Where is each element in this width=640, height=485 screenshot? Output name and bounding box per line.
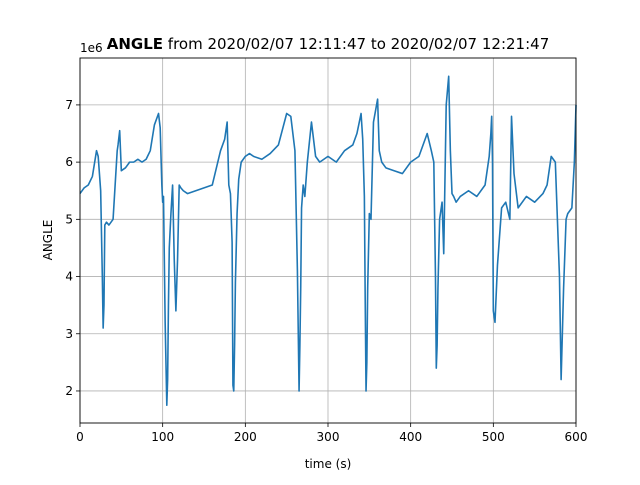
y-tick-label: 4 <box>65 270 73 284</box>
y-axis-label: ANGLE <box>41 220 55 261</box>
y-tick-label: 5 <box>65 212 73 226</box>
x-tick-label: 400 <box>399 430 422 444</box>
x-axis-label: time (s) <box>305 457 352 471</box>
x-tick-label: 500 <box>482 430 505 444</box>
x-tick-label: 600 <box>565 430 588 444</box>
data-layer <box>79 75 577 407</box>
x-tick-label: 100 <box>151 430 174 444</box>
x-tick-label: 0 <box>76 430 84 444</box>
y-axis-ticks: 2 3 4 5 6 7 <box>65 98 80 398</box>
y-tick-label: 3 <box>65 327 73 341</box>
title-bold-part: ANGLE <box>107 35 163 53</box>
angle-series-line <box>79 75 577 407</box>
y-tick-label: 6 <box>65 155 73 169</box>
chart-title: ANGLE from 2020/02/07 12:11:47 to 2020/0… <box>107 35 550 53</box>
x-tick-label: 300 <box>317 430 340 444</box>
title-rest-part: from 2020/02/07 12:11:47 to 2020/02/07 1… <box>163 35 549 53</box>
x-axis-ticks: 0 100 200 300 400 500 600 <box>76 423 587 444</box>
y-tick-label: 7 <box>65 98 73 112</box>
x-tick-label: 200 <box>234 430 257 444</box>
y-tick-label: 2 <box>65 384 73 398</box>
y-offset-text: 1e6 <box>80 41 103 55</box>
